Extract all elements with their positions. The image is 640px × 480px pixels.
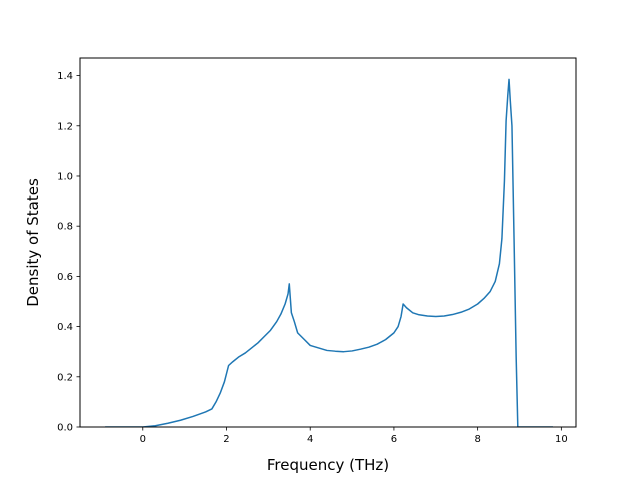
y-tick-label: 0.8 bbox=[57, 222, 73, 233]
x-tick-label: 0 bbox=[140, 434, 146, 445]
plot-frame bbox=[79, 57, 577, 428]
y-tick-label: 1.0 bbox=[57, 171, 73, 182]
y-tick-label: 0.2 bbox=[57, 372, 73, 383]
y-tick-label: 0.4 bbox=[57, 322, 73, 333]
x-tick-label: 2 bbox=[223, 434, 229, 445]
x-axis-ticks: 0 2 4 6 8 10 bbox=[140, 427, 568, 445]
x-tick-label: 10 bbox=[555, 434, 568, 445]
y-tick-label: 1.2 bbox=[57, 121, 73, 132]
x-tick-label: 4 bbox=[307, 434, 313, 445]
x-axis-label: Frequency (THz) bbox=[267, 456, 389, 474]
y-tick-label: 0.0 bbox=[57, 423, 73, 434]
y-axis-label: Density of States bbox=[24, 178, 42, 307]
y-tick-label: 1.4 bbox=[57, 71, 73, 82]
series-line-1 bbox=[105, 78, 553, 427]
x-tick-label: 6 bbox=[391, 434, 397, 445]
series-layer bbox=[105, 78, 553, 427]
y-axis-ticks: 0.0 0.2 0.4 0.6 0.8 1.0 1.2 1.4 bbox=[57, 71, 80, 434]
y-tick-label: 0.6 bbox=[57, 272, 73, 283]
x-tick-label: 8 bbox=[474, 434, 480, 445]
